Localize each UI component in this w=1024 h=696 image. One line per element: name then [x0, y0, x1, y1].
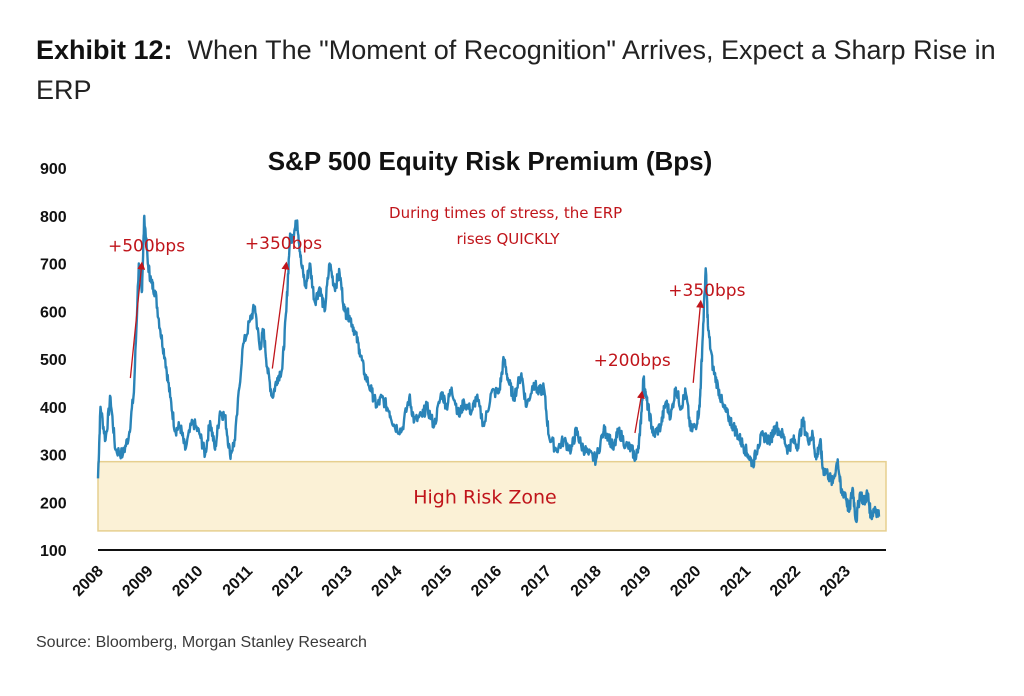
stress-note-line-2: rises QUICKLY — [456, 230, 560, 248]
y-tick-label: 500 — [40, 352, 67, 369]
exhibit-heading: Exhibit 12: When The "Moment of Recognit… — [36, 30, 996, 110]
x-tick-label: 2020 — [667, 563, 704, 600]
x-tick-label: 2023 — [817, 563, 854, 600]
y-tick-label: 600 — [40, 304, 67, 321]
x-tick-label: 2010 — [169, 563, 206, 600]
annotation-label: +350bps — [245, 234, 322, 254]
exhibit-number: Exhibit 12: — [36, 35, 173, 65]
x-tick-label: 2008 — [70, 563, 107, 600]
high-risk-zone — [97, 460, 887, 532]
x-tick-label: 2011 — [220, 563, 257, 600]
annotation-label: +500bps — [108, 237, 185, 257]
x-tick-label: 2009 — [119, 563, 156, 600]
y-tick-label: 300 — [40, 448, 67, 465]
y-tick-label: 200 — [40, 495, 67, 512]
annotation-arrow — [634, 390, 645, 434]
stress-note: During times of stress, the ERP rises QU… — [389, 204, 627, 248]
y-tick-label: 400 — [40, 400, 67, 417]
x-tick-label: 2017 — [518, 563, 555, 600]
y-tick-label: 800 — [40, 209, 67, 226]
annotation-label: +200bps — [594, 351, 671, 371]
stress-note-line-1: During times of stress, the ERP — [389, 204, 622, 222]
annotation-arrow — [271, 261, 290, 369]
x-tick-label: 2021 — [717, 563, 754, 600]
annotation-arrow — [692, 299, 705, 383]
x-tick-label: 2013 — [319, 563, 356, 600]
y-tick-label: 100 — [40, 543, 67, 560]
erp-series-line — [96, 214, 881, 524]
x-tick-label: 2015 — [418, 563, 455, 600]
exhibit-title: When The "Moment of Recognition" Arrives… — [36, 35, 996, 105]
high-risk-zone-label: High Risk Zone — [413, 486, 557, 508]
y-tick-label: 900 — [40, 161, 67, 178]
x-tick-label: 2022 — [767, 563, 804, 600]
x-tick-label: 2012 — [269, 563, 306, 600]
chart-title: S&P 500 Equity Risk Premium (Bps) — [268, 146, 713, 176]
y-tick-label: 700 — [40, 257, 67, 274]
annotation-arrow — [129, 261, 146, 379]
y-axis-ticks: 100 200 300 400 500 600 700 800 900 — [40, 161, 67, 560]
annotation-label: +350bps — [668, 281, 745, 301]
source-note: Source: Bloomberg, Morgan Stanley Resear… — [36, 634, 367, 651]
annotations: +500bps +350bps +200bps +350bps — [108, 234, 746, 434]
x-tick-label: 2019 — [618, 563, 655, 600]
x-axis-ticks: 2008 2009 2010 2011 2012 2013 2014 2015 2016 2017… — [70, 563, 854, 600]
x-tick-label: 2018 — [568, 563, 605, 600]
x-tick-label: 2014 — [368, 563, 405, 600]
x-tick-label: 2016 — [468, 563, 505, 600]
